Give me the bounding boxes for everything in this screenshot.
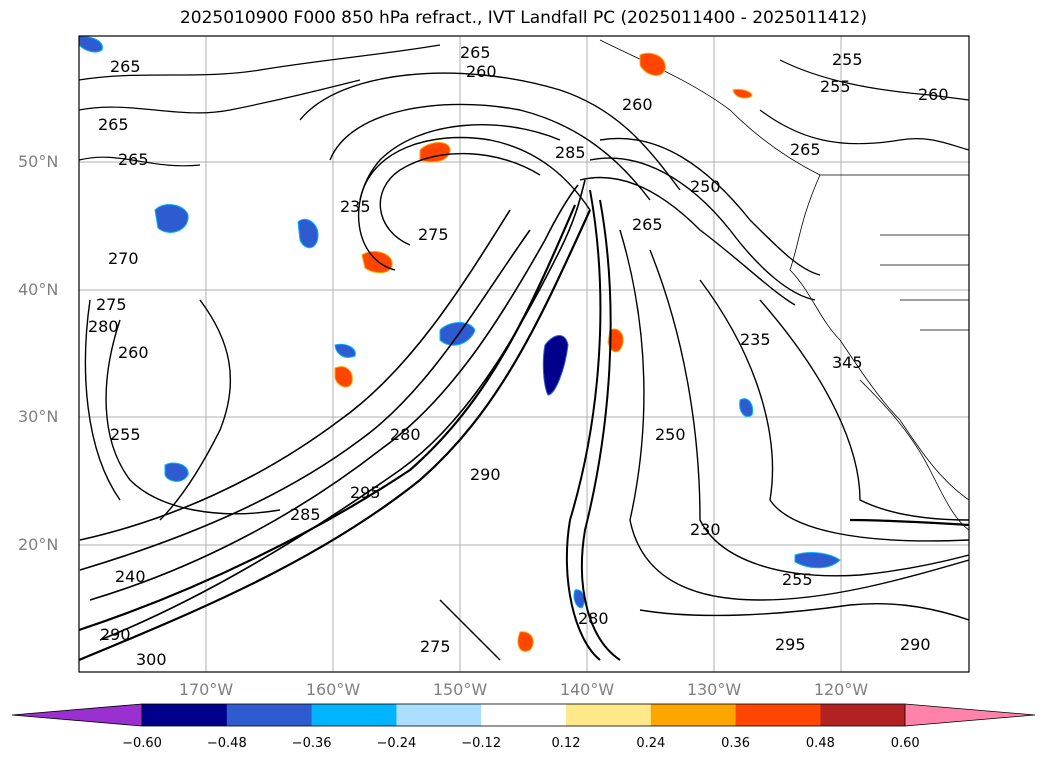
contour-label: 235 [740,330,771,349]
contour-label: 230 [690,520,721,539]
contour-label: 260 [118,343,149,362]
contour-label: 290 [100,625,131,644]
contour-label: 255 [110,425,141,444]
contour-label: 285 [290,505,321,524]
colorbar-tick-label: −0.36 [291,736,332,751]
contour-label: 240 [115,567,146,586]
contour-label: 250 [690,177,721,196]
contour-label: 250 [655,425,686,444]
lat-label: 20°N [18,535,59,554]
contour-label: 270 [108,249,139,268]
lon-label: 170°W [178,680,234,699]
colorbar-tick-label: 0.36 [721,736,751,751]
lat-label: 50°N [18,152,59,171]
contour-label: 295 [775,635,806,654]
colorbar-frame [141,703,906,727]
lon-label: 160°W [305,680,361,699]
colorbar-segment [142,704,228,726]
colorbar-tick-label: −0.24 [376,736,417,751]
colorbar-segment [566,704,652,726]
graticule [79,36,969,672]
contour-label: 265 [98,115,129,134]
colorbar-tick-label: 0.24 [636,736,666,751]
contour-label: 275 [96,295,127,314]
contour-label: 280 [390,425,421,444]
contour-label: 265 [118,150,149,169]
colorbar-tick-label: −0.12 [461,736,502,751]
colorbar-segment [650,704,737,726]
colorbar-segment [735,704,821,726]
contour-label: 275 [420,637,451,656]
lat-label: 40°N [18,280,59,299]
contour-label: 255 [820,77,851,96]
contour-label: 260 [622,95,653,114]
colorbar-segment [820,704,906,726]
colorbar [11,703,1036,727]
contour-label: 290 [900,635,931,654]
colorbar-tick-label: 0.48 [805,736,835,751]
contour-label: 290 [470,465,501,484]
lat-label: 30°N [18,407,59,426]
contour-label: 255 [782,570,813,589]
contour-label-group: 265 265 265 260 255 255 260 265 265 285 … [88,43,949,669]
contour-label: 345 [832,353,863,372]
contour-label: 255 [832,50,863,69]
colorbar-segment [481,704,567,726]
lon-label: 140°W [559,680,615,699]
colorbar-segment [226,704,313,726]
contour-label: 265 [110,57,141,76]
contour-label: 300 [136,650,167,669]
contour-label: 285 [555,143,586,162]
map-title: 2025010900 F000 850 hPa refract., IVT La… [179,8,867,28]
coastline [599,39,969,531]
colorbar-tick-label: −0.48 [206,736,247,751]
lon-label: 130°W [686,680,742,699]
colorbar-segment [396,704,482,726]
colorbar-segment [311,704,397,726]
contour-label: 265 [790,140,821,159]
lon-label: 150°W [432,680,488,699]
colorbar-extend-low [12,704,142,726]
colorbar-tick-label: −0.60 [122,736,162,751]
contours [79,44,969,662]
contour-label: 280 [88,317,119,336]
map-frame [78,35,970,673]
colorbar-extend-arrows [11,703,1036,727]
contour-label: 280 [578,609,609,628]
colorbar-tick-label: 0.60 [890,736,920,751]
contour-label: 235 [340,197,371,216]
contour-label: 295 [350,483,381,502]
colorbar-extend-high [905,704,1035,726]
contour-label: 265 [632,215,663,234]
contour-label: 265 [460,43,491,62]
contour-label: 260 [466,62,497,81]
colorbar-tick-label: 0.12 [551,736,581,751]
lon-label: 120°W [813,680,869,699]
contour-label: 275 [418,225,449,244]
contour-label: 260 [918,85,949,104]
shaded-blobs [79,36,841,652]
